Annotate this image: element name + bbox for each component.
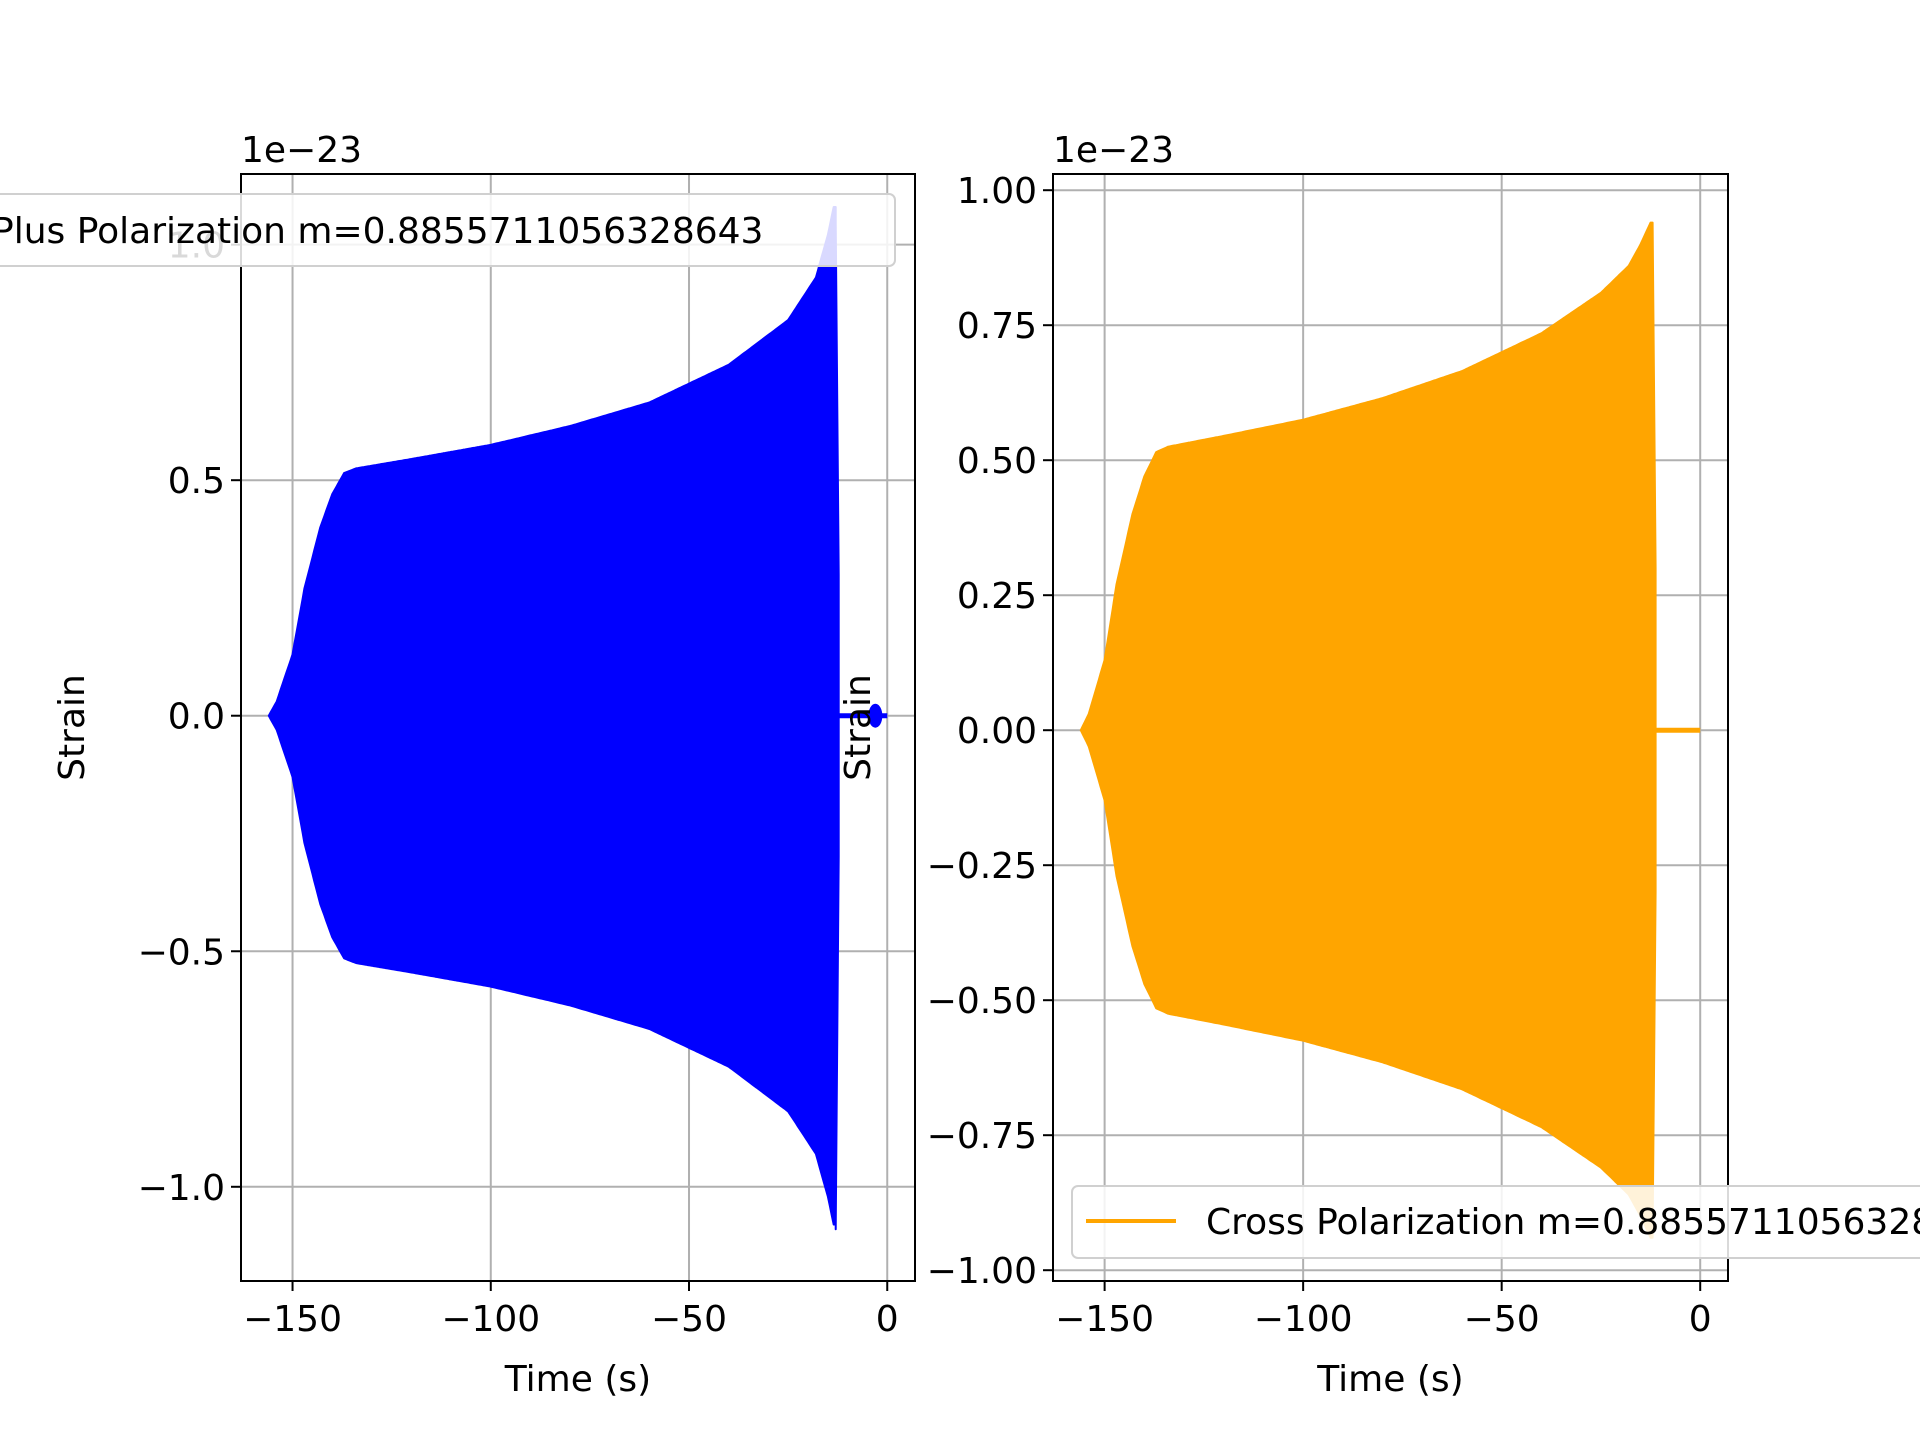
x-tick-label: −50 [651, 1299, 727, 1340]
y-tick-label: −0.5 [138, 932, 225, 973]
offset-label: 1e−23 [241, 130, 362, 171]
waveform-group [267, 206, 888, 1231]
axes-frame [240, 173, 916, 1282]
x-axis-label: Time (s) [1316, 1359, 1463, 1400]
axes-frame [1052, 173, 1729, 1282]
legend-box [1071, 1185, 1920, 1259]
y-tick-label: 1.00 [957, 171, 1037, 212]
x-tick-label: −50 [1464, 1299, 1540, 1340]
y-tick-label: −1.00 [927, 1251, 1037, 1292]
y-axis-label: Strain [52, 674, 93, 781]
y-tick-label: 0.0 [168, 697, 225, 738]
legend-entry-plus: Plus Polarization m=0.8855711056328643 [0, 211, 763, 252]
y-tick-label: 0.25 [957, 576, 1037, 617]
y-tick-label: 0.5 [168, 461, 225, 502]
y-axis-label: Strain [838, 674, 879, 781]
y-tick-label: 0.75 [957, 306, 1037, 347]
x-tick-label: 0 [876, 1299, 899, 1340]
waveform-group [1079, 221, 1701, 1239]
x-tick-label: −150 [1055, 1299, 1154, 1340]
x-tick-label: −150 [243, 1299, 342, 1340]
offset-label: 1e−23 [1053, 130, 1174, 171]
y-tick-label: 0.50 [957, 441, 1037, 482]
y-tick-label: −0.25 [927, 846, 1037, 887]
x-tick-label: −100 [441, 1299, 540, 1340]
waveform-cross [1079, 221, 1657, 1239]
waveform-plus [267, 206, 840, 1231]
legend-box [0, 193, 896, 267]
legend-entry-cross: Cross Polarization m=0.8855711056328643 [1206, 1202, 1920, 1243]
x-tick-label: 0 [1689, 1299, 1712, 1340]
waveform-tail-blob [868, 703, 883, 728]
y-tick-label: −0.75 [927, 1116, 1037, 1157]
x-tick-label: −100 [1254, 1299, 1353, 1340]
y-tick-label: −1.0 [138, 1168, 225, 1209]
panel-cross-polarization: −150 −100 −50 0 −1.00 −0.75 −0.50 −0.25 0.00 0.25… [838, 130, 1920, 1400]
y-tick-label: 0.00 [957, 711, 1037, 752]
y-tick-label: −0.50 [927, 981, 1037, 1022]
x-axis-label: Time (s) [504, 1359, 651, 1400]
